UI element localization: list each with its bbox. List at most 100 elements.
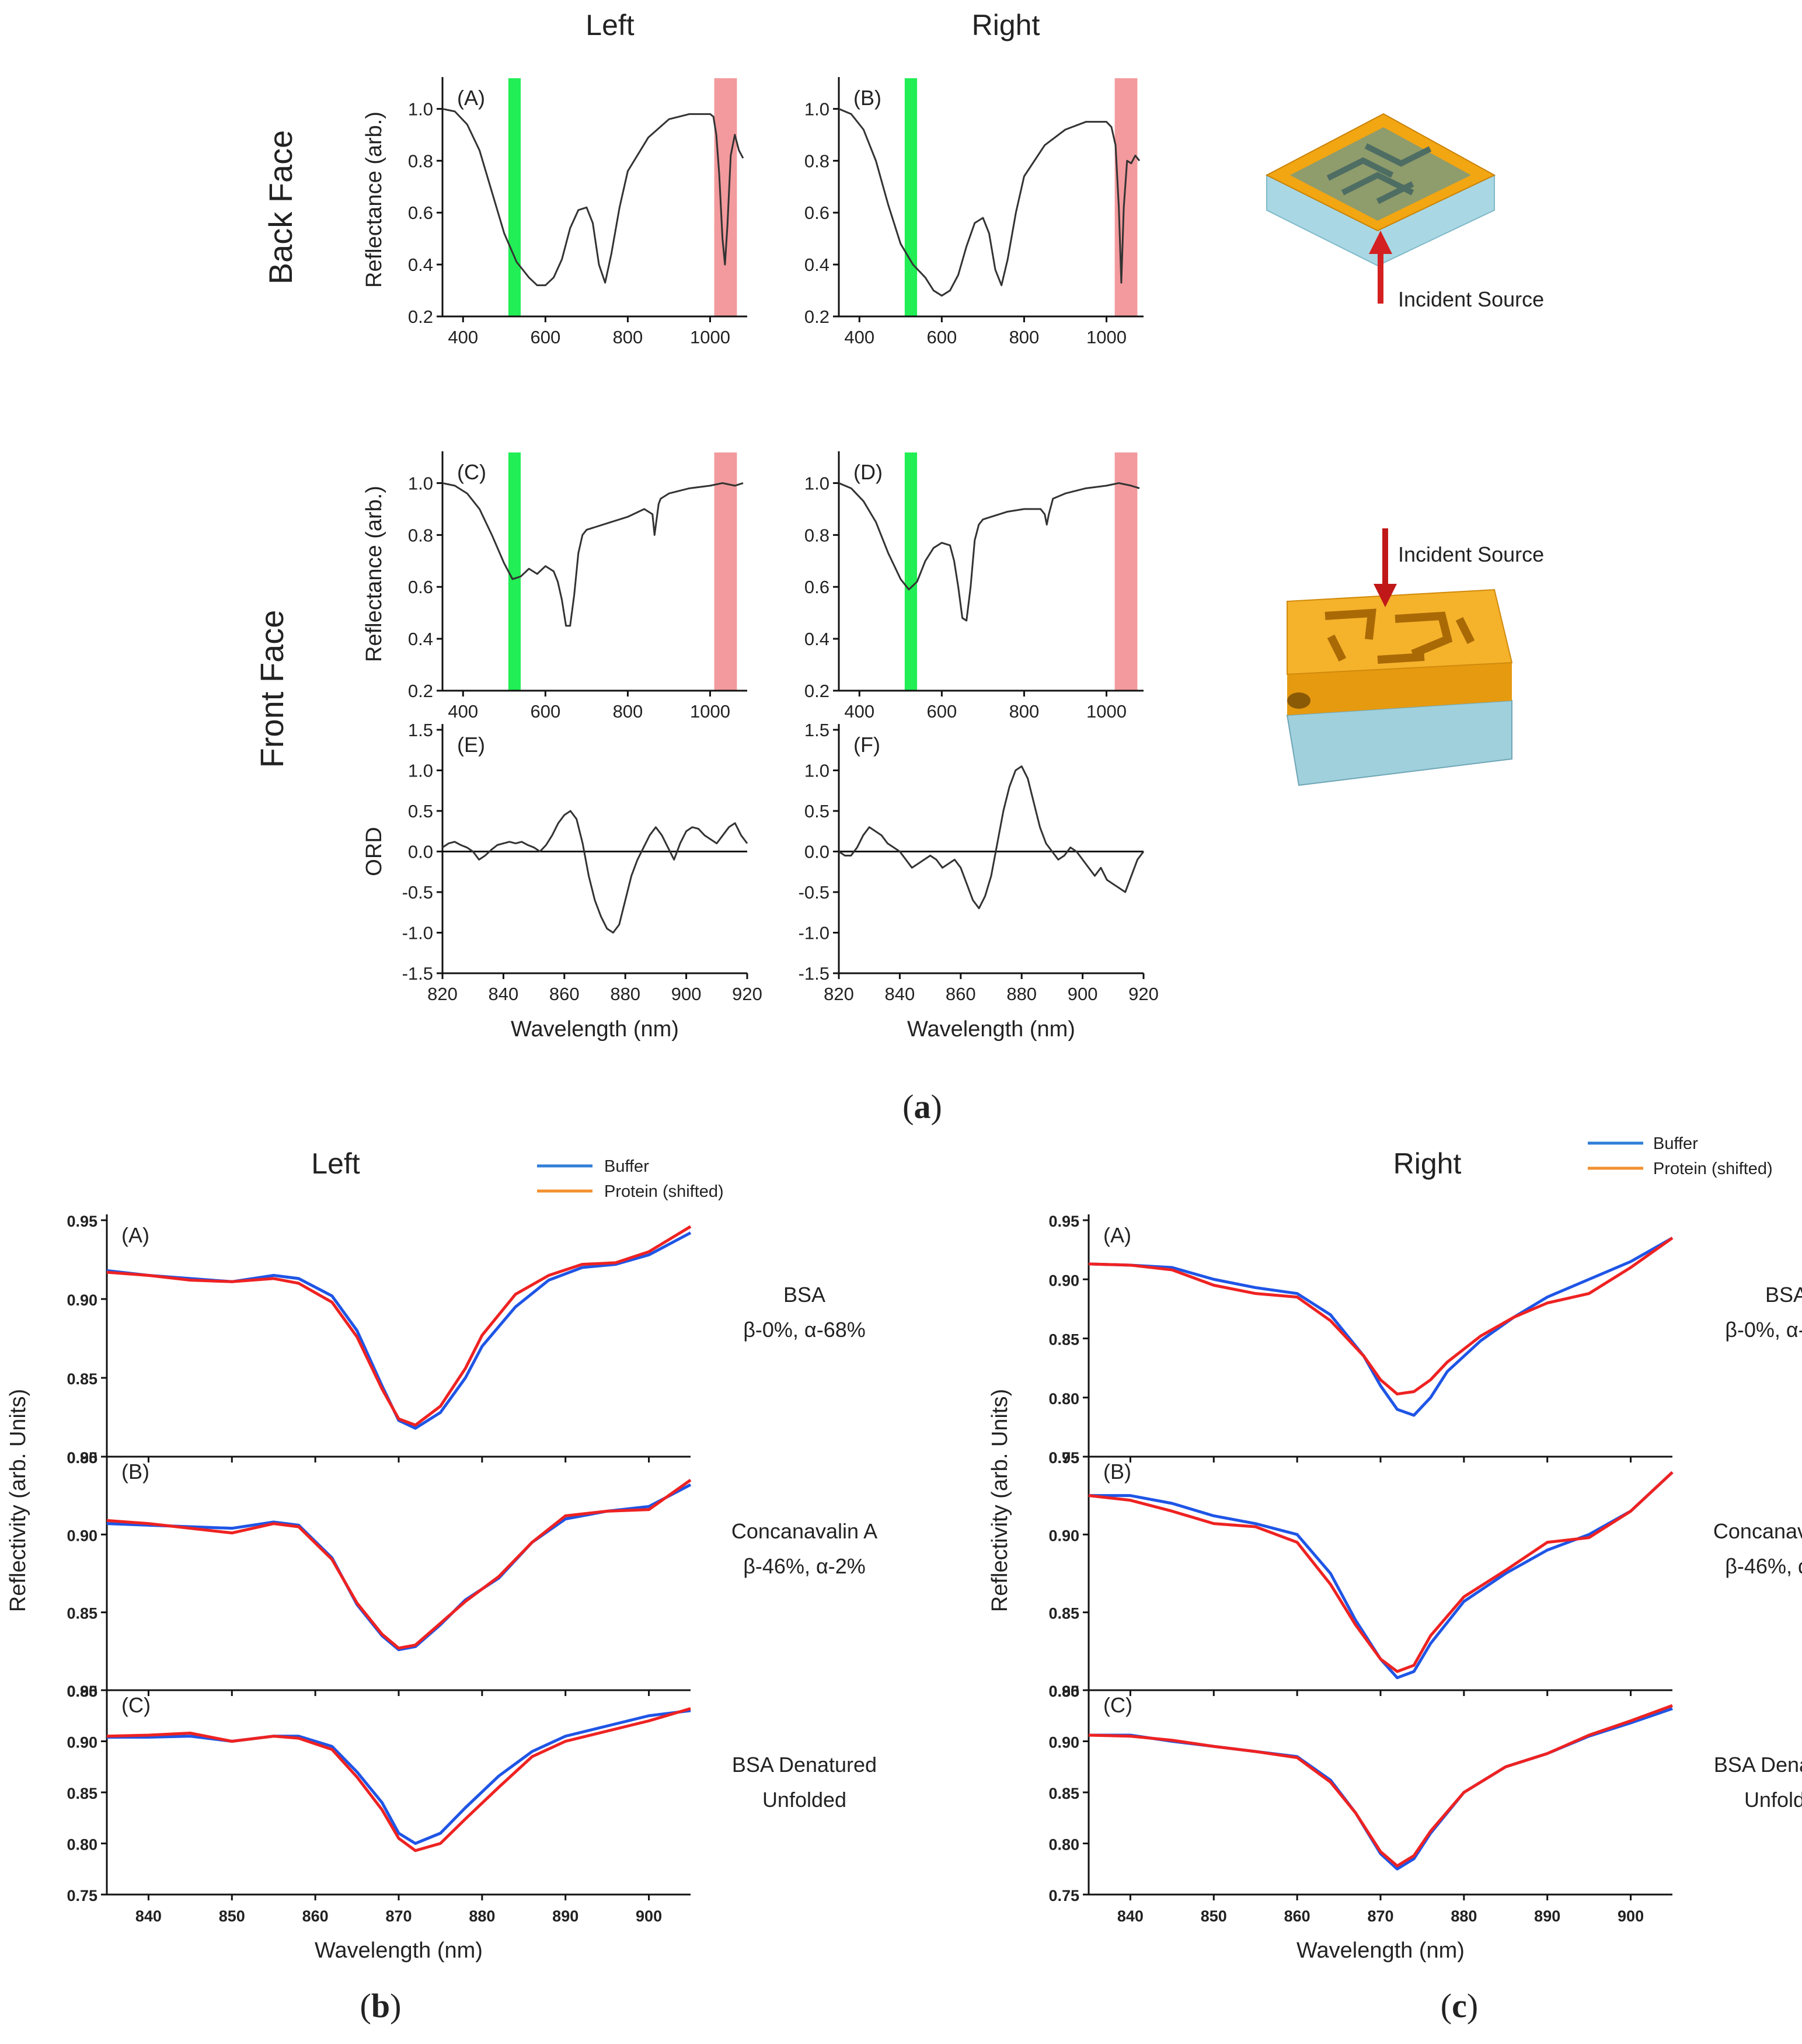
- protein-note-c-A-1: β-0%, α-68%: [1725, 1318, 1802, 1342]
- ytick-label-a-C: 0.8: [408, 525, 433, 545]
- xtick-label-a-C: 600: [530, 701, 560, 722]
- spectrum-line-a-E: [442, 810, 748, 934]
- protein-note-c-C-1: Unfolded: [1744, 1788, 1802, 1812]
- protein-note-b-C-1: Unfolded: [762, 1788, 846, 1812]
- ytick-label-a-A: 0.6: [408, 203, 433, 223]
- ylabel-a-A: Reflectance (arb.): [362, 112, 386, 288]
- xtick-label-a-B: 1000: [1086, 327, 1127, 347]
- panel-tag-a-D: (D): [853, 460, 883, 484]
- xtick-label-a-B: 800: [1009, 327, 1040, 347]
- ytick-label-c-C: 0.85: [1048, 1785, 1079, 1802]
- ytick-label-a-B: 0.6: [804, 203, 829, 223]
- xtick-label-a-E: 920: [732, 984, 762, 1004]
- ytick-label-a-B: 1.0: [804, 99, 829, 119]
- ytick-label-c-A: 0.80: [1048, 1390, 1079, 1408]
- band-red-a-C: [714, 452, 737, 691]
- xtick-label-a-F: 840: [885, 984, 915, 1004]
- protein-note-b-B-1: β-46%, α-2%: [743, 1554, 866, 1578]
- ytick-label-a-F: 0.0: [804, 842, 829, 862]
- ytick-label-a-F: -0.5: [799, 882, 829, 903]
- xtick-label-a-F: 920: [1128, 984, 1159, 1004]
- ylabel-b-A: Reflectivity (arb. Units): [6, 1389, 30, 1612]
- front-face-schematic: Incident Source: [1286, 528, 1544, 786]
- chart-a-C: 0.2 0.4 0.6 0.8 1.0 400 600 800 1000 Reflectance …: [362, 451, 747, 722]
- maze-pattern-front: [1325, 608, 1475, 664]
- header-right-c: Right: [1393, 1147, 1462, 1180]
- xtick-label-a-C: 800: [613, 701, 643, 722]
- panel-tag-c-B: (B): [1103, 1460, 1131, 1484]
- caption-b: (b): [360, 1987, 402, 2025]
- band-green-a-A: [508, 78, 521, 316]
- panel-tag-b-C: (C): [121, 1693, 151, 1717]
- xtick-label-a-F: 860: [946, 984, 976, 1004]
- panel-tag-c-C: (C): [1103, 1693, 1132, 1717]
- ytick-label-b-A: 0.80: [67, 1449, 97, 1467]
- ytick-label-c-B: 0.90: [1048, 1527, 1079, 1544]
- legend-c-protein-label: Protein (shifted): [1653, 1159, 1773, 1178]
- ytick-label-a-B: 0.8: [804, 151, 829, 171]
- legend-b-buffer-label: Buffer: [604, 1157, 649, 1176]
- ytick-label-c-C: 0.90: [1048, 1734, 1079, 1751]
- xtick-label-a-B: 400: [844, 327, 874, 347]
- ytick-label-a-C: 0.2: [408, 681, 433, 701]
- xtick-label-a-D: 400: [844, 701, 874, 722]
- series-protein-b-B: [106, 1478, 692, 1650]
- ytick-label-a-C: 0.4: [408, 629, 433, 649]
- protein-note-b-A-1: β-0%, α-68%: [743, 1318, 866, 1342]
- header-left-a: Left: [585, 9, 635, 41]
- protein-note-b-B-0: Concanavalin A: [731, 1519, 877, 1543]
- chart-a-E: -1.5 -1.0 -0.5 0.0 0.5 1.0 1.5 820 840 860 880 900 9…: [362, 720, 762, 1042]
- header-left-b: Left: [311, 1147, 360, 1180]
- header-right-a: Right: [972, 9, 1040, 41]
- ytick-label-a-A: 0.8: [408, 151, 433, 171]
- incident-arrow-front-head: [1374, 584, 1397, 607]
- xtick-label-a-E: 820: [427, 984, 458, 1004]
- chart-c-B: 0.80 0.85 0.90 0.95 (B) Concanavalin A β-46%, …: [1048, 1449, 1802, 1700]
- ytick-label-c-A: 0.75: [1048, 1449, 1079, 1467]
- xtick-label-b-C: 880: [469, 1907, 495, 1925]
- ytick-label-c-A: 0.95: [1048, 1213, 1079, 1230]
- xtick-label-b-C: 860: [302, 1907, 329, 1925]
- spectrum-line-a-C: [442, 482, 744, 627]
- ytick-label-a-E: 0.5: [408, 801, 433, 821]
- xtick-label-c-C: 850: [1201, 1907, 1227, 1925]
- xtick-label-a-D: 1000: [1086, 701, 1127, 722]
- ytick-label-b-C: 0.95: [67, 1683, 97, 1700]
- ytick-label-b-A: 0.85: [67, 1370, 97, 1388]
- ytick-label-c-B: 0.80: [1048, 1683, 1079, 1700]
- back-face-schematic: Incident Source: [1265, 113, 1544, 311]
- band-green-a-C: [508, 452, 521, 691]
- panel-tag-b-A: (A): [121, 1223, 149, 1247]
- series-buffer-c-A: [1088, 1237, 1674, 1417]
- ytick-label-a-A: 0.2: [408, 307, 433, 327]
- xtick-label-b-C: 840: [135, 1907, 162, 1925]
- ytick-label-a-A: 1.0: [408, 99, 433, 119]
- ytick-label-a-E: -0.5: [402, 882, 433, 903]
- gold-notch-front: [1287, 692, 1310, 709]
- xtick-label-a-F: 820: [824, 984, 854, 1004]
- xtick-label-a-F: 900: [1068, 984, 1098, 1004]
- band-green-a-B: [904, 78, 918, 316]
- spectrum-line-a-F: [838, 765, 1145, 910]
- ytick-label-c-C: 0.95: [1048, 1683, 1079, 1700]
- xtick-label-b-C: 850: [219, 1907, 245, 1925]
- xlabel-a-E: Wavelength (nm): [511, 1017, 679, 1042]
- xtick-label-a-E: 900: [671, 984, 702, 1004]
- ytick-label-a-D: 0.2: [804, 681, 829, 701]
- protein-note-b-C-0: BSA Denatured: [732, 1753, 877, 1777]
- chart-a-B: 0.2 0.4 0.6 0.8 1.0 400 600 800 1000 (B): [804, 77, 1144, 347]
- ytick-label-a-E: 0.0: [408, 842, 433, 862]
- protein-note-c-B-0: Concanavalin A: [1713, 1519, 1802, 1543]
- ytick-label-c-A: 0.90: [1048, 1272, 1079, 1289]
- series-buffer-b-B: [106, 1483, 692, 1652]
- ytick-label-a-B: 0.4: [804, 255, 829, 275]
- ytick-label-c-A: 0.85: [1048, 1331, 1079, 1349]
- chart-a-F: -1.5 -1.0 -0.5 0.0 0.5 1.0 1.5 820 840 860 880 900 9…: [799, 720, 1159, 1042]
- ytick-label-a-C: 0.6: [408, 577, 433, 597]
- chart-a-D: 0.2 0.4 0.6 0.8 1.0 400 600 800 1000 (D): [804, 451, 1144, 722]
- band-red-a-D: [1114, 452, 1138, 691]
- ytick-label-a-A: 0.4: [408, 255, 433, 275]
- ylabel-a-C: Reflectance (arb.): [362, 486, 386, 662]
- row-header-back-face: Back Face: [262, 130, 299, 285]
